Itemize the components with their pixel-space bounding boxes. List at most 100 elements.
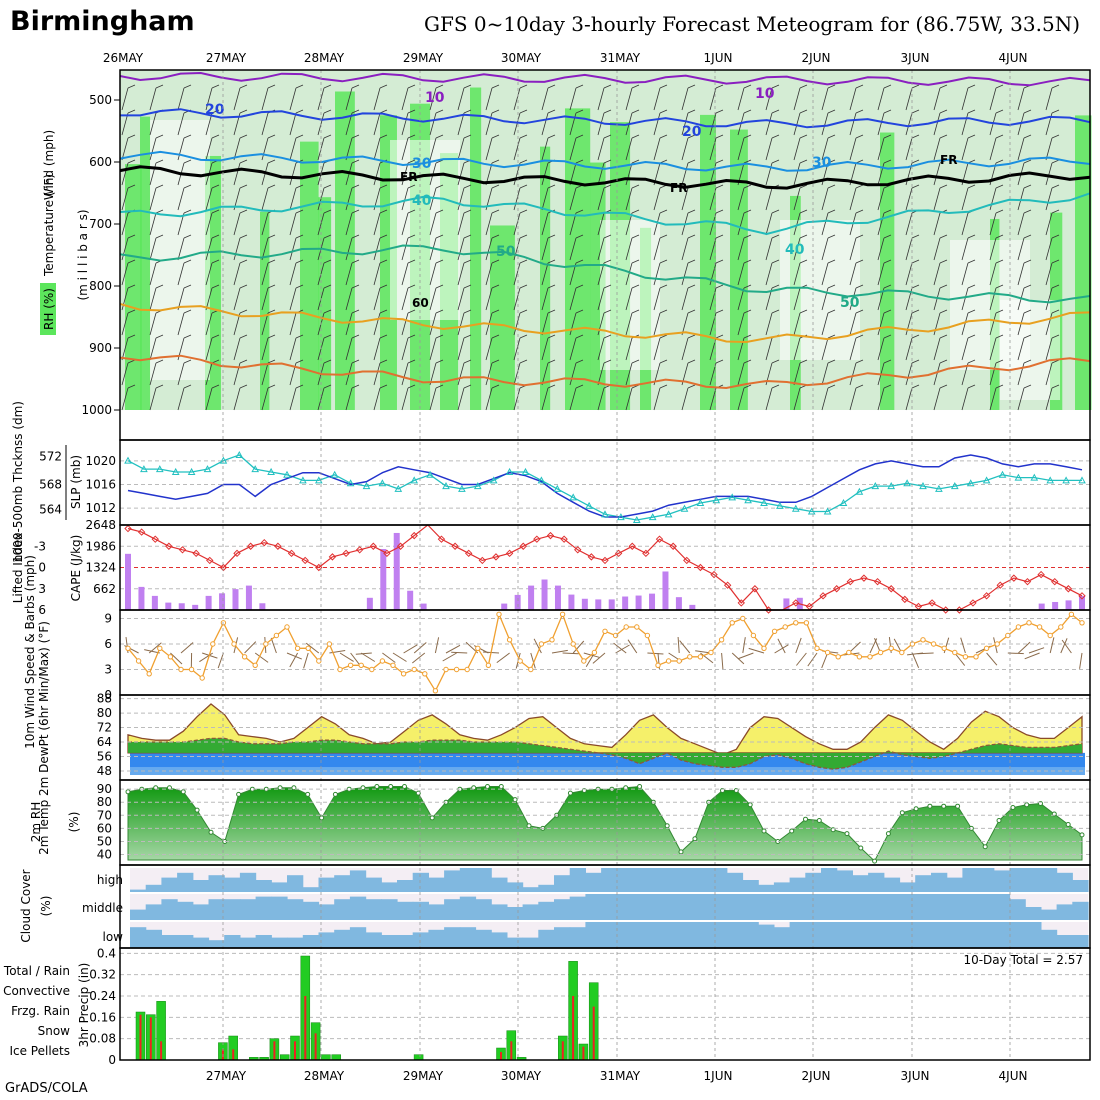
wind-barb-20-1 (681, 109, 696, 136)
cloud-high-cell-18 (412, 872, 429, 892)
wind-barb-2-6 (177, 234, 192, 261)
cloud-low-cell-55 (993, 922, 1011, 948)
wind-barb-16-11 (569, 359, 584, 386)
cape-bar-8 (232, 589, 239, 610)
cloud-high-cell-10 (287, 875, 304, 892)
cloud-middle-cell-6 (224, 899, 241, 920)
thickness-point-8 (251, 465, 260, 473)
cloud-middle-cell-18 (412, 901, 429, 920)
wind-barb-11-10 (429, 334, 444, 361)
rh-point-15 (332, 791, 338, 797)
wind-barb-12-6 (457, 234, 472, 261)
thickness-point-29 (585, 501, 593, 509)
wind-barb-10-7 (401, 259, 416, 286)
cape-bar-21 (407, 590, 414, 610)
cloud-high-cell-22 (475, 868, 492, 892)
wind-barb-22-9 (737, 309, 752, 336)
wind-barb-30-2 (961, 134, 976, 161)
wind-barb-10-12 (401, 384, 416, 411)
lifted-index-point-37 (628, 542, 636, 550)
rh-point-21 (415, 790, 421, 796)
wind-barb-3-6 (205, 234, 220, 261)
wind-speed-point-77 (941, 645, 947, 651)
precip-convective-bar-41 (561, 1041, 564, 1060)
wind-barb-16-12 (569, 384, 584, 411)
wind-barb-4-2 (233, 134, 248, 161)
cape-tick-3: 662 (93, 582, 116, 596)
slp-tick-1: 1016 (85, 478, 116, 492)
lifted-index-point-47 (764, 606, 773, 614)
wind-barb-30-9 (961, 309, 976, 336)
wind-barb-12-11 (457, 359, 472, 386)
wind-barb-31-8 (989, 284, 1004, 311)
rh-moist-column-4 (300, 141, 319, 410)
wind-barb-10m-52 (677, 636, 680, 654)
wind-barb-17-3 (597, 159, 612, 186)
thickness-point-22 (473, 482, 482, 490)
top-day-label-6: 1JUN (704, 51, 733, 65)
wind-barb-14-6 (513, 234, 528, 261)
wind-barb-10m-74 (911, 652, 920, 668)
lifted-index-point-38 (642, 549, 650, 558)
cloud-middle-cell-34 (664, 894, 681, 920)
cloud-low-cell-34 (664, 922, 681, 948)
cloud-low-cell-21 (459, 927, 477, 948)
lifted-index-point-59 (928, 599, 936, 607)
cloud-high-cell-20 (444, 870, 461, 892)
wind-barb-0-6 (121, 234, 136, 261)
wind-barb-21-8 (709, 284, 724, 311)
wind-barb-10m-14 (270, 637, 277, 654)
wind-barb-32-4 (1017, 184, 1032, 211)
lifted-index-point-1 (137, 528, 146, 536)
lifted-index-point-11 (274, 542, 282, 550)
cloud-low-cell-46 (852, 922, 869, 948)
wind-barb-10m-8 (199, 652, 214, 663)
precip-convective-bar-9 (232, 1049, 235, 1060)
cloud-low-cell-43 (805, 922, 822, 948)
wind-barb-15-6 (541, 234, 556, 261)
wind-barb-29-7 (933, 259, 948, 286)
lifted-index-point-13 (301, 556, 309, 565)
cloud-low-cell-33 (648, 922, 665, 948)
wind-barb-26-9 (849, 309, 864, 336)
wind-barb-23-1 (765, 109, 780, 136)
wind-barb-0-9 (121, 309, 136, 336)
lifted-index-point-33 (574, 546, 582, 554)
wind-barb-15-9 (541, 309, 556, 336)
temp-tick-4: 56 (97, 749, 112, 763)
wind-barb-10m-86 (1024, 652, 1040, 660)
thickness-point-2 (155, 465, 164, 473)
wind-barb-16-2 (569, 134, 584, 161)
thickness-point-9 (267, 467, 275, 475)
temp-tick-5: 48 (97, 764, 112, 778)
wind-barb-7-0 (317, 84, 332, 111)
cloud-middle-cell-24 (506, 907, 524, 920)
thickness-point-19 (426, 470, 434, 478)
rh-point-6 (208, 829, 214, 835)
rh-point-64 (1010, 805, 1016, 810)
temp-axis-title: 2m Temp 2m DewPt (6hr Min/Max) (°F) (37, 621, 51, 855)
wind-barb-3-10 (205, 334, 220, 361)
cloud-low-cell-60 (1072, 935, 1089, 948)
cloud-middle-cell-26 (538, 901, 555, 920)
top-day-label-9: 4JUN (999, 51, 1028, 65)
lifted-index-point-61 (955, 606, 964, 614)
precip-total-bar-18 (321, 1054, 331, 1061)
cloud-middle-cell-22 (475, 899, 492, 920)
lifted-index-point-55 (873, 577, 882, 586)
thickness-series-line (127, 454, 1082, 521)
rh-point-60 (955, 803, 961, 809)
bottom-day-label-5: 1JUN (704, 1069, 733, 1083)
wind-speed-point-5 (178, 666, 184, 673)
wind-barb-33-3 (1045, 159, 1060, 186)
rh-point-48 (789, 828, 795, 834)
wind-barb-6-8 (289, 284, 304, 311)
cloud-low-cell-30 (601, 922, 618, 948)
wind-barb-18-6 (625, 234, 640, 261)
rh-point-53 (858, 845, 864, 851)
rh-moist-column-10 (470, 87, 482, 411)
rh-point-39 (664, 823, 670, 829)
lifted-index-point-2 (151, 535, 159, 543)
wind-speed-point-69 (856, 654, 863, 660)
rh-point-46 (761, 828, 767, 834)
